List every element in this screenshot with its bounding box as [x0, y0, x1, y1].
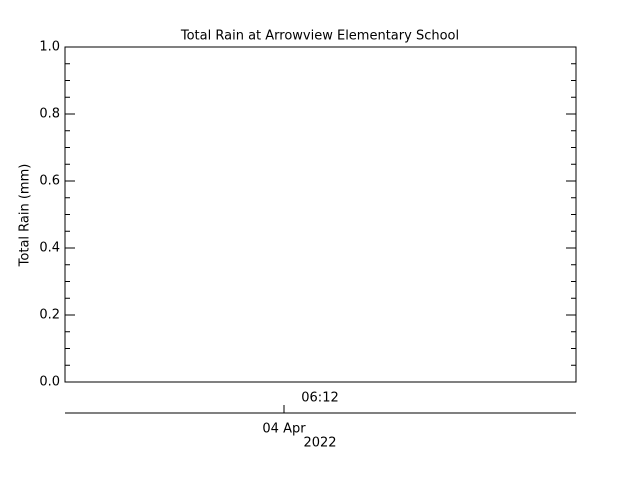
- y-axis-label: Total Rain (mm): [18, 164, 33, 268]
- y-tick-label: 0.8: [39, 107, 60, 122]
- y-tick-label: 0.2: [39, 308, 60, 323]
- year-label: 2022: [303, 436, 336, 451]
- plot-frame: [64, 46, 577, 383]
- x-tick-label: 06:12: [301, 391, 338, 406]
- date-label: 04 Apr: [262, 422, 306, 437]
- chart-title: Total Rain at Arrowview Elementary Schoo…: [180, 29, 459, 44]
- y-tick-label: 0.4: [39, 241, 60, 256]
- y-tick-label: 0.0: [39, 375, 60, 390]
- y-tick-label: 1.0: [39, 40, 60, 55]
- y-tick-label: 0.6: [39, 174, 60, 189]
